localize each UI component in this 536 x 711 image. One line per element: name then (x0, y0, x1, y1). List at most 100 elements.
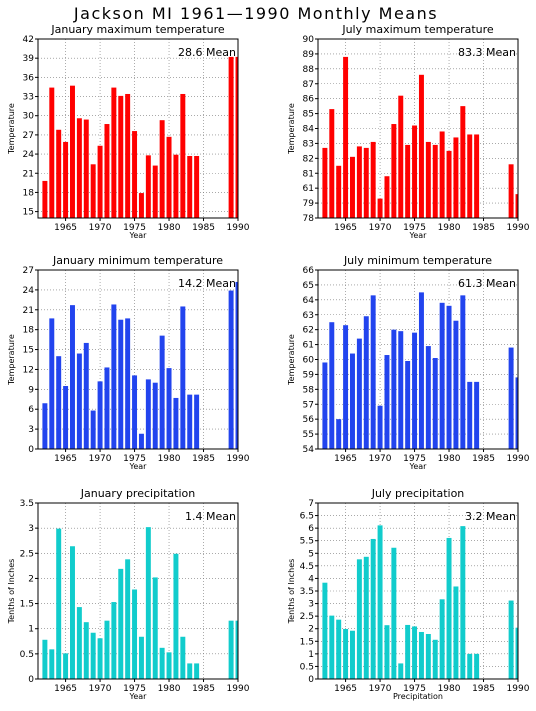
bar (235, 281, 238, 449)
x-tick-label: 1965 (54, 454, 77, 464)
bar (329, 109, 335, 218)
x-axis-label: Year (129, 462, 148, 471)
y-axis-label: Temperature (287, 103, 296, 155)
plot-frame (37, 38, 239, 219)
bar (391, 124, 397, 218)
bar (439, 131, 445, 218)
y-tick-label: 2 (308, 625, 314, 635)
x-tick-label: 1965 (334, 223, 357, 233)
bar (97, 381, 103, 449)
bar (453, 320, 459, 449)
chart-jan-precip: 0 0.5 1 1.5 2 2.5 3 3.5 1965 1970 1975 1980 1985 1990… (7, 487, 250, 701)
bar (363, 316, 369, 449)
y-tick-label: 61 (303, 184, 314, 194)
bar (111, 304, 117, 449)
y-tick-label: 6 (308, 524, 314, 534)
bar (508, 164, 514, 218)
bar (474, 381, 480, 449)
bar (398, 95, 404, 218)
bar (49, 318, 55, 449)
y-tick-label: 18 (23, 188, 35, 198)
bar (384, 625, 390, 679)
bar (363, 147, 369, 218)
y-tick-label: 57 (303, 400, 314, 410)
x-tick-label: 1975 (123, 684, 146, 694)
bar (425, 141, 431, 218)
page-title: Jackson MI 1961—1990 Monthly Means (0, 2, 536, 26)
bar (467, 653, 473, 679)
y-tick-label: 81 (303, 169, 314, 179)
chart-jul-precip: 0 0.5 1 1.5 2 2.5 3 3.5 4 4.5 5 5.5 6 6.5 7 1965 1970 197… (287, 487, 530, 701)
bar (235, 56, 238, 219)
bar (97, 638, 103, 679)
x-tick-label: 1980 (158, 684, 181, 694)
x-tick-label: 1985 (192, 223, 215, 233)
y-tick-label: 2.5 (20, 549, 34, 559)
bar (439, 302, 445, 449)
bar (343, 56, 349, 219)
chart-jan-min: 0 3 6 9 12 15 18 21 24 27 1965 1970 1975 1980 1985 1990… (7, 254, 250, 471)
plot-frame (37, 269, 239, 450)
bar (508, 347, 514, 449)
bar (83, 622, 89, 679)
y-tick-label: 79 (303, 199, 315, 209)
y-tick-label: 3 (28, 425, 34, 435)
y-tick-label: 59 (303, 370, 315, 380)
bar (384, 176, 390, 218)
bar (173, 553, 179, 679)
y-tick-label: 85 (303, 110, 314, 120)
bar (132, 589, 138, 679)
bar (467, 381, 473, 449)
x-tick-label: 1980 (438, 454, 461, 464)
bar (118, 568, 124, 679)
bar (460, 295, 466, 449)
y-tick-label: 9 (28, 385, 34, 395)
bar (83, 342, 89, 449)
bar (104, 367, 110, 449)
bar (42, 403, 48, 449)
bar (90, 410, 96, 449)
y-tick-label: 7 (308, 499, 314, 509)
mean-label: 83.3 Mean (458, 46, 516, 59)
bar (412, 125, 418, 218)
bar (42, 639, 48, 679)
x-tick-label: 1970 (369, 454, 392, 464)
bar (418, 74, 424, 218)
bar (187, 663, 193, 679)
bar (322, 362, 328, 449)
bar (138, 636, 144, 679)
y-tick-label: 0.5 (20, 650, 34, 660)
bar (329, 615, 335, 679)
bar (412, 626, 418, 679)
chart-title: January precipitation (80, 487, 196, 500)
x-tick-label: 1965 (334, 684, 357, 694)
bar (180, 93, 186, 218)
y-tick-label: 64 (303, 296, 315, 306)
bar (132, 131, 138, 218)
bar (515, 377, 518, 449)
bar (70, 546, 75, 679)
bar (336, 619, 342, 679)
bar (152, 577, 158, 679)
bar (145, 379, 151, 449)
y-tick-label: 0 (28, 445, 34, 455)
bar (453, 586, 459, 679)
bar (56, 129, 62, 218)
y-tick-label: 55 (303, 430, 314, 440)
y-tick-label: 5 (308, 549, 314, 559)
y-tick-label: 0.5 (300, 662, 314, 672)
bar (446, 537, 452, 679)
chart-jul-min: 54 55 56 57 58 59 60 61 62 63 64 65 66 1965 1970 1975 19… (287, 254, 530, 471)
x-tick-label: 1980 (158, 223, 181, 233)
y-tick-label: 2 (28, 574, 34, 584)
bar (405, 144, 411, 218)
x-tick-label: 1990 (507, 223, 530, 233)
y-tick-label: 27 (23, 131, 34, 141)
bar (439, 599, 445, 679)
x-tick-label: 1985 (192, 684, 215, 694)
x-tick-label: 1965 (54, 223, 77, 233)
y-tick-label: 21 (23, 306, 34, 316)
bar (97, 145, 103, 218)
bar (446, 150, 452, 218)
